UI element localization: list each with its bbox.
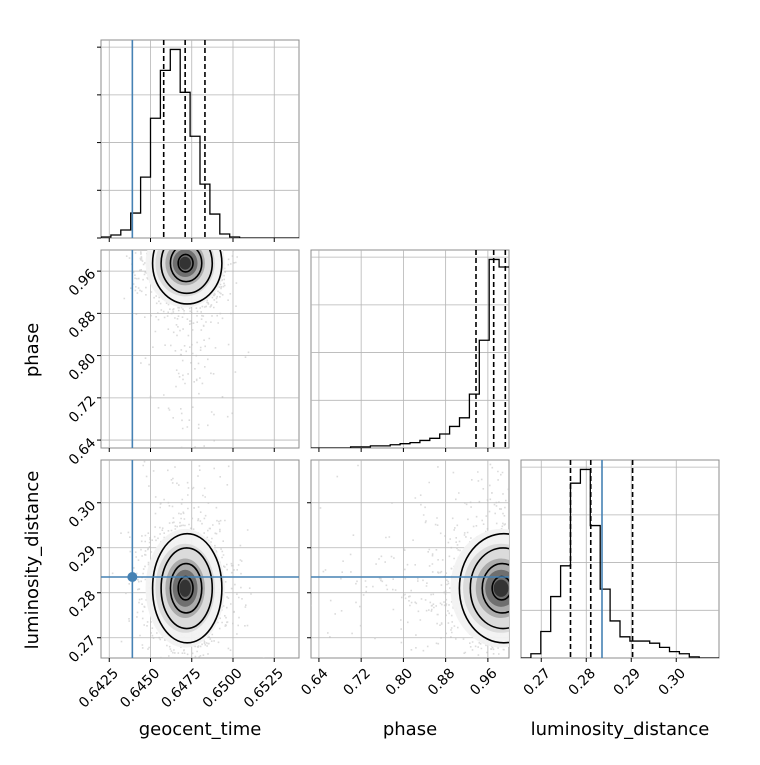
panel-joint-geocent-time-luminosity-distance [101, 460, 299, 658]
y-axis-label-luminosity-distance: luminosity_distance [22, 471, 43, 650]
panel-hist-luminosity-distance [521, 460, 719, 658]
density-level [179, 256, 191, 270]
density-level [493, 579, 509, 597]
contour-line [160, 547, 214, 630]
x-tick-label: 0.30 [656, 665, 689, 698]
contour-line [160, 250, 214, 295]
x-tick-label: 0.6500 [200, 665, 246, 711]
contour-line [169, 562, 203, 614]
panel-joint-geocent-time-phase [101, 250, 299, 448]
y-tick-label: 0.29 [66, 543, 99, 576]
contour-line [481, 562, 509, 614]
y-tick-label: 0.27 [66, 633, 99, 666]
histogram-step-phase [311, 258, 509, 448]
x-axis-label-phase: phase [383, 719, 437, 740]
y-tick-label: 0.72 [66, 393, 99, 426]
contour-line [169, 250, 203, 283]
x-tick-label: 0.29 [611, 665, 644, 698]
x-tick-label: 0.88 [425, 665, 458, 698]
contour-line [151, 250, 223, 305]
y-tick-label: 0.28 [66, 588, 99, 621]
y-tick-label: 0.80 [66, 351, 99, 384]
x-tick-label: 0.6425 [76, 665, 122, 711]
x-tick-label: 0.96 [467, 665, 500, 698]
contour-line [151, 532, 223, 644]
density-level [179, 579, 191, 597]
x-tick-label: 0.72 [341, 665, 374, 698]
x-tick-label: 0.64 [298, 665, 331, 698]
x-tick-label: 0.27 [521, 665, 554, 698]
y-tick-label: 0.30 [66, 498, 99, 531]
contour-line [458, 532, 509, 644]
contour-line [177, 253, 194, 273]
y-tick-label: 0.96 [66, 266, 99, 299]
x-tick-label: 0.6525 [241, 665, 287, 711]
y-tick-label: 0.64 [66, 435, 99, 468]
histogram-step-luminosity-distance [521, 468, 719, 658]
x-axis-label-luminosity-distance: luminosity_distance [531, 719, 710, 740]
x-axis-label-geocent-time: geocent_time [139, 719, 262, 740]
y-axis-label-phase: phase [22, 323, 43, 377]
x-tick-label: 0.28 [566, 665, 599, 698]
truth-point [127, 572, 138, 582]
contour-line [469, 547, 509, 630]
panel-hist-phase [311, 250, 509, 448]
x-tick-label: 0.6450 [117, 665, 163, 711]
y-tick-label: 0.88 [66, 308, 99, 341]
panel-joint-phase-luminosity-distance [311, 460, 509, 658]
x-tick-label: 0.80 [383, 665, 416, 698]
panel-hist-geocent-time [101, 40, 299, 238]
x-tick-label: 0.6475 [159, 665, 205, 711]
